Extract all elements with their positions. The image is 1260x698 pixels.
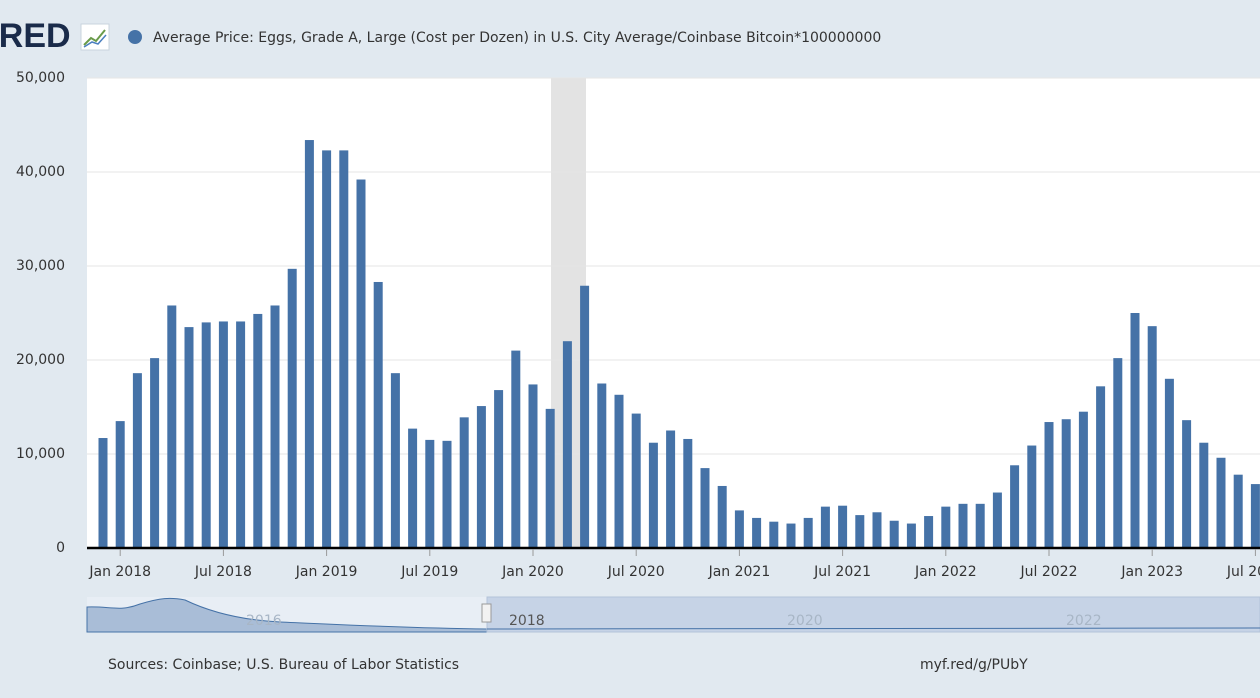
bar (98, 438, 108, 548)
x-tick-label: Jul 2018 (194, 564, 252, 580)
legend-marker (128, 30, 142, 44)
bar (820, 506, 830, 548)
navigator[interactable] (86, 596, 1260, 633)
y-tick-label: 10,000 (16, 446, 65, 462)
bar (924, 516, 934, 548)
bar (339, 150, 349, 548)
bar (1233, 474, 1243, 548)
bar (562, 341, 572, 548)
bar (1027, 445, 1037, 548)
bar (1010, 465, 1020, 548)
bar (597, 383, 607, 548)
bar (1250, 484, 1260, 548)
bar (459, 417, 469, 548)
bar (580, 285, 590, 548)
bar (992, 492, 1002, 548)
bar (752, 517, 762, 548)
bar (1182, 420, 1192, 548)
bar (201, 322, 211, 548)
y-tick-label: 0 (56, 540, 65, 556)
bar (1199, 442, 1209, 548)
bar (1113, 358, 1123, 548)
navigator-label: 2022 (1066, 613, 1102, 629)
bar (614, 394, 624, 548)
bar (494, 390, 504, 548)
bar (442, 440, 452, 548)
bar (648, 442, 658, 548)
bar (425, 439, 435, 548)
bar (769, 521, 779, 548)
logo-icon (80, 23, 110, 51)
bar (115, 421, 125, 548)
short-url[interactable]: myf.red/g/PUbY (920, 657, 1028, 673)
bar (786, 523, 796, 548)
bar (683, 438, 693, 548)
y-tick-label: 30,000 (16, 258, 65, 274)
bar (666, 430, 676, 548)
logo[interactable]: FRED (0, 17, 71, 55)
x-tick-label: Jul 2020 (607, 564, 665, 580)
bar (889, 520, 899, 548)
bar (304, 140, 314, 549)
bar (803, 517, 813, 548)
x-tick-label: Jan 2021 (708, 564, 771, 580)
bar (855, 515, 865, 548)
bar (322, 150, 332, 548)
y-tick-label: 50,000 (16, 70, 65, 86)
navigator-label: 2016 (246, 613, 282, 629)
bar (958, 503, 968, 548)
bar (270, 305, 280, 548)
bar (150, 358, 160, 548)
x-tick-label: Jul 2019 (400, 564, 458, 580)
navigator-label: 2018 (509, 613, 545, 629)
sources: Sources: Coinbase; U.S. Bureau of Labor … (108, 657, 459, 673)
y-tick-label: 40,000 (16, 164, 65, 180)
x-tick-label: Jan 2018 (88, 564, 151, 580)
bar (218, 321, 228, 548)
bar (373, 281, 383, 548)
bar (975, 503, 985, 548)
bar (390, 373, 400, 548)
legend-label[interactable]: Average Price: Eggs, Grade A, Large (Cos… (153, 30, 881, 46)
bar (408, 428, 418, 548)
bar (356, 179, 366, 548)
bar (511, 350, 521, 548)
bar (528, 384, 538, 548)
bar (184, 327, 194, 548)
navigator-label: 2020 (787, 613, 823, 629)
bar (700, 468, 710, 548)
bar (1061, 419, 1071, 548)
bar (545, 408, 555, 548)
bar (872, 512, 882, 548)
bar (1078, 411, 1088, 548)
x-tick-label: Jan 2022 (914, 564, 977, 580)
bar (1164, 378, 1174, 548)
bar (476, 406, 486, 548)
bar (1096, 386, 1106, 548)
bar (1044, 422, 1054, 548)
bar (941, 506, 951, 548)
bar (253, 313, 263, 548)
x-tick-label: Jul 2022 (1020, 564, 1078, 580)
x-tick-label: Jul 2021 (813, 564, 871, 580)
bar (631, 413, 641, 548)
bar (734, 510, 744, 548)
y-tick-label: 20,000 (16, 352, 65, 368)
bar (717, 485, 727, 548)
x-tick-label: Jan 2020 (501, 564, 564, 580)
x-tick-label: Jul 2023 (1226, 564, 1260, 580)
bar (236, 321, 246, 548)
bar (167, 305, 177, 548)
bar (1216, 457, 1226, 548)
bar (838, 505, 848, 548)
bar (906, 523, 916, 548)
bar (132, 373, 142, 548)
x-tick-label: Jan 2023 (1120, 564, 1183, 580)
x-tick-label: Jan 2019 (295, 564, 358, 580)
bar (287, 268, 297, 548)
bar (1147, 326, 1157, 548)
bar (1130, 313, 1140, 548)
